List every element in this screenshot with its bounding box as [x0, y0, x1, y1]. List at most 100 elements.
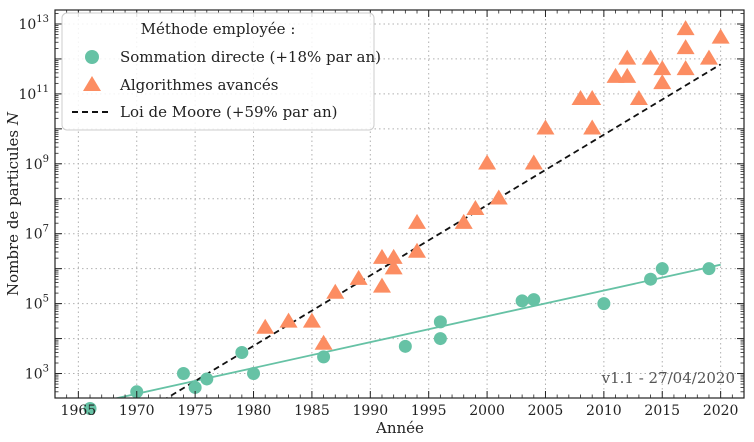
y-tick-base: 10 [25, 297, 43, 313]
x-axis-label: Année [375, 419, 424, 437]
direct-summation-point [235, 345, 249, 359]
advanced-algorithm-point [676, 60, 695, 76]
advanced-algorithm-point [478, 154, 497, 170]
advanced-algorithm-point [618, 49, 637, 65]
legend: Méthode employée : Sommation directe (+1… [61, 12, 381, 131]
x-tick-label: 1980 [236, 403, 272, 419]
direct-summation-point [188, 380, 202, 394]
advanced-algorithm-point [314, 334, 333, 350]
direct-summation-point [527, 293, 541, 307]
grid [55, 10, 744, 398]
advanced-algorithm-point [583, 90, 602, 106]
x-tick-label: 2020 [703, 403, 739, 419]
y-tick-label: 1011 [18, 84, 49, 103]
direct-summation-point [83, 401, 97, 415]
y-tick-label: 103 [25, 364, 49, 383]
advanced-algorithm-point [583, 119, 602, 135]
legend-circle-marker [85, 50, 99, 64]
y-axis-label: Nombre de particules N [4, 111, 22, 296]
direct-summation-point [176, 367, 190, 381]
advanced-algorithm-point [629, 90, 648, 106]
advanced-algorithm-point [711, 28, 730, 44]
advanced-algorithm-point [256, 318, 275, 334]
advanced-algorithm-point [466, 199, 485, 215]
advanced-algorithm-point [653, 74, 672, 90]
x-tick-label: 1990 [352, 403, 388, 419]
direct-summation-point [433, 332, 447, 346]
advanced-algorithm-point [536, 119, 555, 135]
y-tick-label: 1013 [18, 14, 49, 33]
advanced-algorithm-point [618, 67, 637, 83]
advanced-algorithm-point [372, 277, 391, 293]
advanced-algorithm-point [384, 248, 403, 264]
moore-law-line [165, 63, 722, 398]
x-axis: 1965 1970 1975 1980 1985 1990 1995 2000 2005 2010… [54, 10, 745, 419]
direct-summation-point [398, 339, 412, 353]
y-tick-base: 10 [18, 17, 36, 33]
advanced-algorithm-point [384, 259, 403, 275]
y-axis-label-text: Nombre de particules [4, 130, 22, 296]
y-axis-label-symbol: N [4, 111, 22, 126]
advanced-algorithm-point [489, 189, 508, 205]
y-tick-base: 10 [25, 227, 43, 243]
direct-summation-point [515, 294, 529, 308]
y-tick-exponent: 5 [43, 294, 49, 305]
y-tick-base: 10 [25, 157, 43, 173]
advanced-algorithm-point [676, 20, 695, 36]
x-tick-label: 2005 [528, 403, 564, 419]
legend-entry-moore: Loi de Moore (+59% par an) [120, 103, 338, 121]
legend-box [61, 12, 375, 131]
advanced-algorithm-point [408, 213, 427, 229]
y-tick-exponent: 7 [43, 224, 49, 235]
advanced-algorithm-point [454, 213, 473, 229]
y-tick-base: 10 [18, 87, 36, 103]
direct-summation-point [317, 350, 331, 364]
advanced-algorithm-point [676, 39, 695, 55]
legend-entry-advanced: Algorithmes avancés [119, 76, 278, 94]
advanced-algorithm-point [571, 90, 590, 106]
advanced-algorithm-point [372, 248, 391, 264]
y-tick-exponent: 11 [36, 84, 49, 95]
x-tick-label: 1995 [411, 403, 447, 419]
advanced-algorithm-point [349, 269, 368, 285]
x-tick-label: 1985 [294, 403, 330, 419]
advanced-algorithm-point [408, 242, 427, 258]
x-tick-label: 1970 [119, 403, 155, 419]
legend-title: Méthode employée : [141, 20, 296, 38]
x-tick-label: 2015 [644, 403, 680, 419]
direct-summation-trend-line [113, 263, 721, 398]
advanced-algorithm-point [279, 312, 298, 328]
y-tick-label: 107 [25, 224, 49, 243]
y-tick-exponent: 3 [43, 364, 49, 375]
direct-summation-point [644, 272, 658, 286]
direct-summation-point [247, 367, 261, 381]
x-tick-label: 2000 [469, 403, 505, 419]
y-tick-exponent: 9 [43, 154, 49, 165]
advanced-algorithm-point [524, 154, 543, 170]
advanced-algorithm-point [326, 283, 345, 299]
version-annotation: v1.1 - 27/04/2020 [601, 369, 735, 387]
direct-summation-point [433, 315, 447, 329]
direct-summation-point [597, 297, 611, 311]
data-points [83, 20, 730, 415]
legend-triangle-marker [83, 76, 101, 91]
advanced-algorithm-point [606, 67, 625, 83]
y-tick-base: 10 [25, 367, 43, 383]
x-tick-label: 1965 [61, 403, 97, 419]
y-tick-label: 109 [25, 154, 49, 173]
y-tick-label: 105 [25, 294, 49, 313]
advanced-algorithm-point [653, 60, 672, 76]
advanced-algorithm-point [641, 49, 660, 65]
trend-lines [113, 63, 722, 398]
advanced-algorithm-point [699, 49, 718, 65]
advanced-algorithm-point [302, 312, 321, 328]
x-tick-label: 2010 [586, 403, 622, 419]
direct-summation-point [200, 372, 214, 386]
y-tick-exponent: 13 [36, 14, 49, 25]
direct-summation-point [655, 262, 669, 276]
legend-entry-direct: Sommation directe (+18% par an) [120, 48, 381, 66]
x-tick-label: 1975 [177, 403, 213, 419]
direct-summation-point [702, 262, 716, 276]
